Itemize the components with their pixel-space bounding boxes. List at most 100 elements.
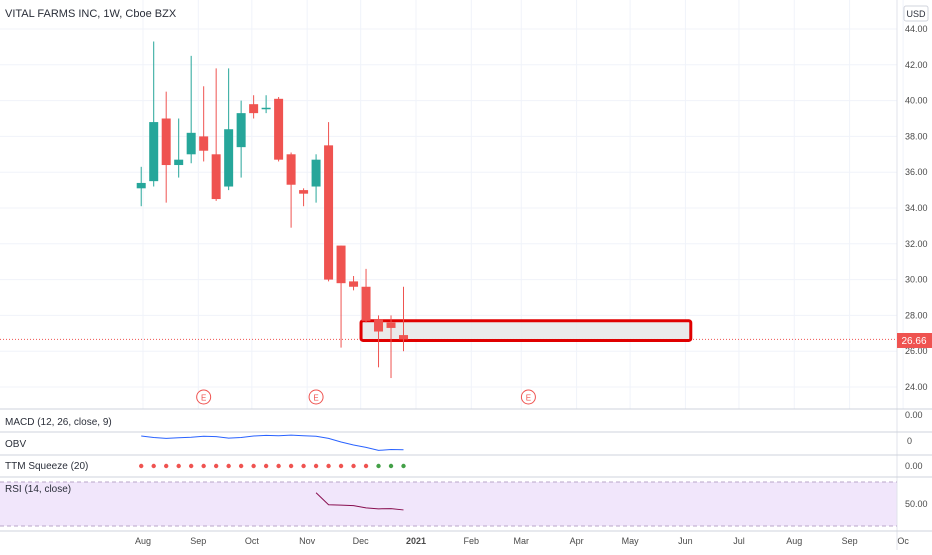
ttm-dot — [176, 463, 181, 469]
candle-body — [386, 322, 396, 328]
earnings-marker-letter: E — [526, 394, 531, 403]
candle-body — [374, 318, 384, 332]
ttm-dot — [226, 463, 231, 469]
ttm-dot — [401, 463, 406, 469]
ttm-dot — [301, 463, 306, 469]
ttm-dot — [338, 463, 344, 469]
price-tick-label: 42.00 — [905, 60, 928, 70]
ttm-dot — [251, 463, 256, 469]
earnings-marker-letter: E — [201, 394, 206, 403]
earnings-marker[interactable] — [520, 389, 536, 405]
candle-body — [274, 98, 284, 160]
grid — [0, 0, 904, 409]
currency-badge-box[interactable] — [903, 5, 929, 22]
ttm-pane — [139, 463, 406, 469]
candle-body — [261, 107, 271, 110]
time-tick-label: Feb — [464, 536, 480, 546]
obv-label[interactable]: OBV — [5, 439, 26, 450]
ttm-dot — [276, 463, 281, 469]
candle-body — [174, 159, 184, 166]
obv-pane — [141, 434, 404, 451]
candle-body — [361, 286, 371, 321]
time-tick-label: Jun — [678, 536, 693, 546]
ttm-dot — [238, 463, 244, 469]
candle-body — [211, 154, 221, 200]
price-tick-label: 34.00 — [905, 203, 928, 213]
candle-body — [149, 122, 159, 182]
candle-body — [199, 136, 209, 151]
ttm-dot — [213, 463, 219, 469]
candle-down — [274, 97, 284, 162]
symbol-title: VITAL FARMS INC, 1W, Cboe BZX — [5, 8, 177, 20]
highlight-zone — [359, 319, 693, 342]
ttm-dot — [326, 463, 331, 469]
candle-body — [136, 182, 146, 189]
price-tick-label: 36.00 — [905, 167, 928, 177]
price-tick-label: 24.00 — [905, 382, 928, 392]
candle-down — [399, 286, 409, 352]
candle-down — [211, 68, 221, 201]
candle-body — [186, 132, 196, 155]
candle-body — [349, 281, 359, 287]
ttm-dot — [388, 463, 394, 469]
candle-body — [249, 104, 259, 114]
ttm-dot — [163, 463, 169, 469]
obv-value: 0 — [907, 436, 912, 446]
candle-down — [249, 95, 259, 119]
candle-down — [299, 188, 309, 207]
price-tick-label: 30.00 — [905, 275, 928, 285]
ttm-value: 0.00 — [905, 461, 923, 471]
candle-up — [174, 118, 184, 178]
rsi-value: 50.00 — [905, 499, 928, 509]
highlight-rect[interactable] — [359, 319, 693, 342]
current-price-label: 26.66 — [901, 336, 926, 347]
ttm-dot — [188, 463, 194, 469]
candle-body — [224, 129, 234, 187]
ttm-dot — [263, 463, 269, 469]
price-tick-label: 32.00 — [905, 239, 928, 249]
candle-body — [311, 159, 321, 187]
time-axis: Aug Sep Oct Nov Dec 2021 Feb Mar Apr May Jun Jul Aug… — [135, 536, 909, 546]
candle-body — [236, 113, 246, 148]
time-tick-label: Aug — [135, 536, 151, 546]
macd-label[interactable]: MACD (12, 26, close, 9) — [5, 417, 112, 428]
ttm-dot — [313, 463, 319, 469]
candle-down — [324, 122, 334, 282]
rsi-line — [315, 492, 404, 511]
rsi-label[interactable]: RSI (14, close) — [5, 484, 71, 495]
ttm-dot — [139, 463, 144, 469]
ttm-dot — [351, 463, 356, 469]
ttm-dot — [376, 463, 381, 469]
time-tick-label: Oc — [897, 536, 909, 546]
time-tick-label: Dec — [353, 536, 370, 546]
time-tick-label: Nov — [299, 536, 316, 546]
ttm-label[interactable]: TTM Squeeze (20) — [5, 461, 88, 472]
price-tick-label: 26.00 — [905, 346, 928, 356]
time-tick-label: May — [622, 536, 640, 546]
candle-up — [224, 68, 234, 191]
time-tick-label: Apr — [570, 536, 584, 546]
time-tick-label: Sep — [842, 536, 858, 546]
candles — [136, 41, 409, 379]
currency-badge[interactable]: USD — [906, 9, 926, 19]
current-price-tag — [897, 333, 932, 348]
time-tick-label: Jul — [733, 536, 745, 546]
candle-down — [361, 268, 371, 323]
candle-body — [399, 335, 409, 340]
time-tick-label: Sep — [190, 536, 206, 546]
earnings-marker[interactable] — [196, 389, 212, 405]
ttm-dot — [288, 463, 294, 469]
candle-down — [199, 86, 209, 162]
candle-up — [236, 100, 246, 178]
price-tick-label: 40.00 — [905, 96, 928, 106]
time-tick-label: Mar — [514, 536, 530, 546]
earnings-marker[interactable] — [308, 389, 324, 405]
candle-up — [136, 166, 146, 207]
candle-up — [261, 95, 271, 114]
candle-down — [336, 245, 346, 348]
rsi-pane — [315, 492, 404, 511]
ttm-dot — [363, 463, 369, 469]
price-axis: 44.00 42.00 40.00 38.00 36.00 34.00 32.00 30.00… — [905, 24, 928, 392]
